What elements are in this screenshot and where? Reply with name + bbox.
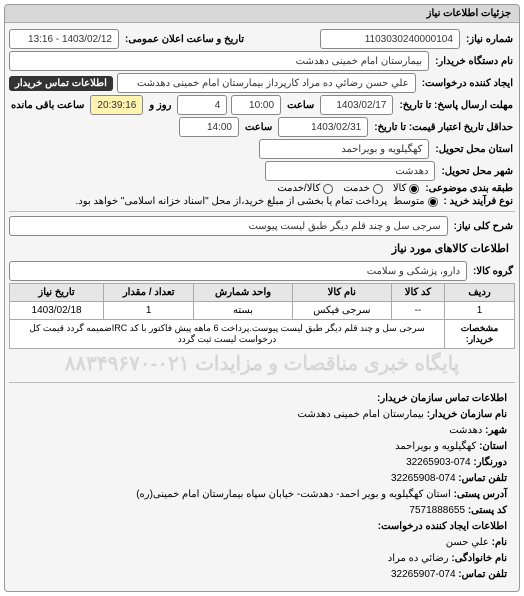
table-header-row: ردیف کد کالا نام کالا واحد شمارش تعداد /… — [10, 284, 515, 302]
remaining-label: ساعت باقی مانده — [9, 100, 86, 111]
c-lname: رضائي ده مراد — [388, 553, 449, 564]
city-value: دهدشت — [265, 161, 435, 181]
radio-mid[interactable] — [428, 197, 438, 207]
c-ctel: 074-32265907 — [391, 569, 456, 580]
c-lname-label: نام خانوادگی: — [451, 553, 507, 564]
radio-both[interactable] — [323, 184, 333, 194]
deadline-label: مهلت ارسال پاسخ: تا تاریخ: — [397, 100, 515, 111]
request-no-label: شماره نیاز: — [464, 34, 515, 45]
buyer-contact-button[interactable]: اطلاعات تماس خریدار — [9, 76, 113, 91]
c-name-label: نام: — [492, 537, 507, 548]
days-label: روز و — [147, 100, 173, 111]
time-label-1: ساعت — [285, 100, 316, 111]
province-label: استان محل تحویل: — [433, 144, 515, 155]
td-5: 1403/02/18 — [10, 302, 104, 320]
c-fax: 074-32265903 — [406, 457, 471, 468]
category-label: طبقه بندی موضوعی: — [423, 183, 515, 194]
request-no-value: 1103030240000104 — [320, 29, 460, 49]
remaining-time: 20:39:16 — [90, 95, 143, 115]
td-0: 1 — [445, 302, 515, 320]
c-prov: کهگیلویه و بویراحمد — [395, 441, 476, 452]
watermark: پایگاه خبری مناقصات و مزایدات ۰۲۱-۸۸۳۴۹۶… — [9, 351, 515, 376]
contact-header: اطلاعات تماس سازمان خریدار: — [377, 393, 507, 404]
details-card: جزئیات اطلاعات نیاز شماره نیاز: 11030302… — [4, 4, 520, 592]
card-header: جزئیات اطلاعات نیاز — [5, 5, 519, 23]
c-prov-label: استان: — [479, 441, 507, 452]
days-value: 4 — [177, 95, 227, 115]
c-post: 7571888655 — [409, 505, 465, 516]
validity-time: 14:00 — [179, 117, 239, 137]
buyer-org-label: نام دستگاه خریدار: — [433, 56, 515, 67]
th-1: کد کالا — [391, 284, 444, 302]
desc-label-cell: مشخصات خریدار: — [445, 320, 515, 349]
th-0: ردیف — [445, 284, 515, 302]
td-1: -- — [391, 302, 444, 320]
th-5: تاریخ نیاز — [10, 284, 104, 302]
category-radio-group: کالا خدمت کالا/خدمت — [277, 183, 419, 194]
th-4: تعداد / مقدار — [104, 284, 194, 302]
validity-date: 1403/02/31 — [278, 117, 368, 137]
c-post-label: کد پستی: — [468, 505, 507, 516]
table-row: 1 -- سرجی فیکس بسته 1 1403/02/18 — [10, 302, 515, 320]
deadline-time: 10:00 — [231, 95, 281, 115]
c-tel-label: تلفن تماس: — [458, 473, 507, 484]
separator-1 — [9, 211, 515, 212]
buyer-org-value: بیمارستان امام خمینی دهدشت — [9, 51, 429, 71]
c-tel: 074-32265908 — [391, 473, 456, 484]
c-name: علي حسن — [446, 537, 489, 548]
items-table: ردیف کد کالا نام کالا واحد شمارش تعداد /… — [9, 283, 515, 349]
c-city-label: شهر: — [485, 425, 507, 436]
deadline-date: 1403/02/17 — [320, 95, 393, 115]
group-value: دارو، پزشکی و سلامت — [9, 261, 467, 281]
td-2: سرجی فیکس — [292, 302, 391, 320]
radio-khadmat-label: خدمت — [343, 183, 370, 194]
c-org-label: نام سازمان خریدار: — [427, 409, 507, 420]
c-fax-label: دورنگار: — [473, 457, 507, 468]
process-label: نوع فرآیند خرید : — [442, 196, 515, 207]
contact-block: اطلاعات تماس سازمان خریدار: نام سازمان خ… — [9, 387, 515, 587]
need-title-label: شرح کلی نیاز: — [452, 221, 515, 232]
time-label-2: ساعت — [243, 122, 274, 133]
group-label: گروه کالا: — [471, 266, 515, 277]
announce-value: 1403/02/12 - 13:16 — [9, 29, 119, 49]
announce-label: تاریخ و ساعت اعلان عمومی: — [123, 34, 246, 45]
radio-kala[interactable] — [409, 184, 419, 194]
td-4: 1 — [104, 302, 194, 320]
table-desc-row: مشخصات خریدار: سرجی سل و چند قلم دیگر طب… — [10, 320, 515, 349]
city-label: شهر محل تحویل: — [439, 166, 515, 177]
radio-kala-label: کالا — [393, 183, 407, 194]
validity-label: حداقل تاریخ اعتبار قیمت: تا تاریخ: — [372, 122, 515, 133]
td-3: بسته — [194, 302, 293, 320]
radio-both-label: کالا/خدمت — [277, 183, 320, 194]
need-title-value: سرجی سل و چند قلم دیگر طبق لیست پیوست — [9, 216, 448, 236]
creator-label: ایجاد کننده درخواست: — [420, 78, 515, 89]
desc-text-cell: سرجی سل و چند قلم دیگر طبق لیست پیوست.پر… — [10, 320, 445, 349]
creator-header: اطلاعات ایجاد کننده درخواست: — [378, 521, 507, 532]
c-ctel-label: تلفن تماس: — [458, 569, 507, 580]
card-body: شماره نیاز: 1103030240000104 تاریخ و ساع… — [5, 23, 519, 591]
creator-value: علي حسن رضائي ده مراد کارپرداز بیمارستان… — [117, 73, 416, 93]
c-city: دهدشت — [449, 425, 482, 436]
process-desc: پرداخت تمام یا بخشی از مبلغ خرید،از محل … — [74, 196, 390, 207]
c-org: بیمارستان امام خمینی دهدشت — [298, 409, 424, 420]
th-2: نام کالا — [292, 284, 391, 302]
th-3: واحد شمارش — [194, 284, 293, 302]
separator-2 — [9, 382, 515, 383]
province-value: کهگیلویه و بویراحمد — [259, 139, 429, 159]
items-section-title: اطلاعات کالاهای مورد نیاز — [9, 238, 515, 259]
radio-mid-label: متوسط — [393, 196, 424, 207]
radio-khadmat[interactable] — [373, 184, 383, 194]
c-addr: استان کهگیلویه و بویر احمد- دهدشت- خیابا… — [136, 489, 451, 500]
c-addr-label: آدرس پستی: — [454, 489, 507, 500]
